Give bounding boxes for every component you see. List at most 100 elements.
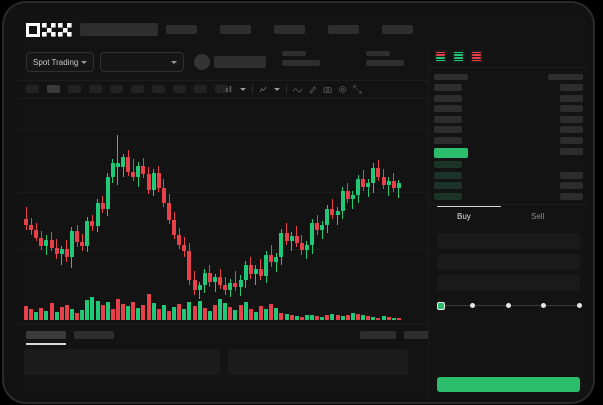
volume-bar — [289, 315, 294, 320]
volume-bar — [126, 306, 131, 320]
volume-bar — [361, 315, 366, 320]
volume-bar — [330, 313, 335, 320]
volume-bar — [131, 301, 136, 320]
orderbook-bid-row[interactable] — [434, 182, 583, 190]
volume-bar — [310, 315, 315, 320]
price-cell — [434, 136, 462, 144]
orderbook-ask-row[interactable] — [434, 115, 583, 123]
device-bezel: Spot Trading — [4, 3, 593, 402]
amount-cell — [560, 94, 583, 102]
orderbook-bids-icon[interactable] — [452, 50, 465, 63]
active-tab-indicator — [26, 343, 66, 345]
mark-price-amount — [560, 147, 583, 155]
nav-item-1[interactable] — [166, 25, 197, 34]
bottom-action-2[interactable] — [404, 331, 440, 339]
fullscreen-icon[interactable] — [353, 84, 362, 94]
nav-item-2[interactable] — [220, 25, 251, 34]
orderbook-bid-row[interactable] — [434, 171, 583, 179]
amount-cell — [560, 84, 583, 91]
gridline — [18, 192, 588, 193]
column-header-price — [434, 74, 468, 80]
timeframe-7[interactable] — [152, 85, 165, 93]
amount-cell — [560, 192, 583, 200]
volume-bar — [223, 303, 228, 320]
orderbook-bid-row[interactable] — [434, 192, 583, 200]
timeframe-8[interactable] — [173, 85, 186, 93]
orderbook-ask-row[interactable] — [434, 94, 583, 102]
volume-bar — [54, 311, 59, 320]
volume-bar — [274, 307, 279, 320]
price-cell — [434, 84, 462, 91]
market-type-selector[interactable]: Spot Trading — [26, 52, 94, 72]
chevron-down-icon[interactable] — [240, 87, 246, 91]
slider-stop-100[interactable] — [577, 302, 582, 308]
timeframe-1[interactable] — [26, 85, 39, 93]
orderbook-bid-row[interactable] — [434, 161, 583, 169]
tab-sell[interactable]: Sell — [531, 211, 545, 221]
volume-bar — [115, 299, 120, 320]
bottom-tab-1[interactable] — [26, 331, 66, 339]
timeframe-5[interactable] — [110, 85, 123, 93]
candles-type-icon[interactable] — [225, 85, 234, 94]
orderbook-ask-row[interactable] — [434, 105, 583, 113]
price-cell — [434, 94, 462, 102]
slider-handle[interactable] — [437, 301, 445, 310]
volume-bar — [90, 297, 95, 320]
volume-bar — [248, 308, 253, 320]
volume-bar — [233, 310, 238, 320]
order-field-3[interactable] — [437, 274, 580, 291]
divider — [252, 84, 253, 94]
chevron-down-icon — [171, 60, 177, 64]
settings-gear-icon[interactable] — [338, 85, 347, 94]
volume-bar — [386, 316, 391, 320]
nav-item-5[interactable] — [382, 25, 413, 34]
volume-bar — [187, 302, 192, 320]
order-field-1[interactable] — [437, 232, 580, 249]
volume-bar — [356, 313, 361, 320]
timeframe-10[interactable] — [215, 85, 228, 93]
submit-buy-button[interactable] — [437, 377, 580, 392]
orderbook-ask-row[interactable] — [434, 84, 583, 91]
pencil-icon[interactable] — [308, 85, 317, 94]
column-header-amount — [548, 74, 583, 80]
nav-item-4[interactable] — [328, 25, 359, 34]
slider-stop-50[interactable] — [505, 302, 511, 308]
volume-bar — [95, 300, 100, 320]
volume-bar — [340, 316, 345, 320]
camera-icon[interactable] — [323, 85, 332, 94]
volume-bar — [110, 308, 115, 320]
volume-bar — [243, 301, 248, 320]
orderbook-asks-icon[interactable] — [470, 50, 483, 63]
bottom-panel-1[interactable] — [24, 349, 220, 375]
orderbook-ask-row[interactable] — [434, 126, 583, 134]
chevron-down-icon[interactable] — [274, 87, 280, 91]
slider-stop-25[interactable] — [469, 302, 475, 308]
orderbook-ask-row[interactable] — [434, 136, 583, 144]
volume-bar — [85, 300, 90, 320]
tab-buy[interactable]: Buy — [457, 211, 471, 221]
search-input[interactable] — [80, 23, 158, 36]
order-field-2[interactable] — [437, 253, 580, 270]
bottom-action-1[interactable] — [360, 331, 396, 339]
timeframe-6[interactable] — [131, 85, 144, 93]
nav-item-3[interactable] — [274, 25, 305, 34]
timeframe-4[interactable] — [89, 85, 102, 93]
volume-bar — [100, 305, 105, 320]
line-tool-icon[interactable] — [293, 85, 302, 94]
timeframe-3[interactable] — [68, 85, 81, 93]
volume-bar — [69, 309, 74, 320]
slider-stop-75[interactable] — [541, 302, 547, 308]
okx-logo-icon[interactable] — [26, 23, 72, 37]
bottom-panel-2[interactable] — [228, 349, 408, 375]
timeframe-9[interactable] — [194, 85, 207, 93]
pair-selector[interactable] — [100, 52, 184, 72]
amount-slider[interactable] — [437, 301, 582, 311]
bottom-tab-2[interactable] — [74, 331, 114, 339]
orderbook-both-icon[interactable] — [434, 50, 447, 63]
device-screen: Spot Trading — [18, 14, 588, 398]
indicators-icon[interactable] — [259, 85, 268, 94]
order-side-tabs: Buy Sell — [429, 203, 588, 227]
volume-bar — [39, 307, 44, 320]
orderbook-mode-switch — [429, 46, 588, 68]
timeframe-2[interactable] — [47, 85, 60, 93]
